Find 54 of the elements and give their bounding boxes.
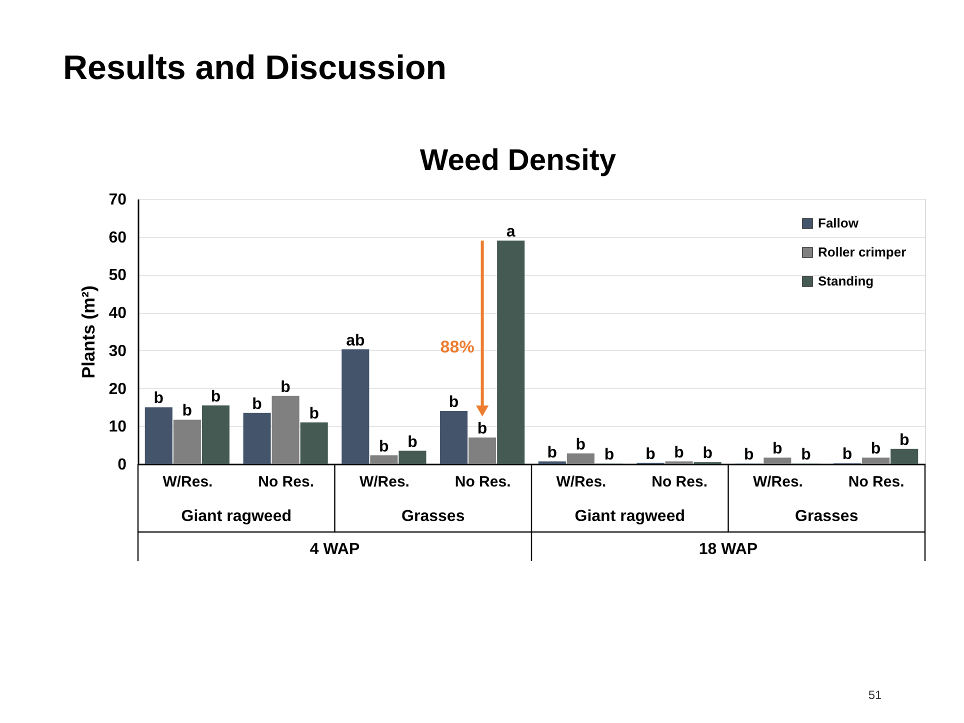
data-label: b [744,446,754,464]
annotation: 88% [440,337,474,356]
data-label: b [210,388,221,406]
text: 51 [868,688,882,702]
y-tick-label: 50 [108,267,127,284]
text: Giant ragweed [181,508,292,525]
x-tick-label: No Res. [258,474,314,490]
data-label: b [772,440,783,458]
data-label: b [801,446,812,464]
x-tick-label: No Res. [848,474,904,490]
x-tick-label: No Res. [652,474,708,490]
y-tick-label: 10 [108,418,127,436]
data-label: b [154,390,164,408]
data-label: b [309,405,320,422]
data-label: b [842,446,852,464]
y-tick-label: 0 [118,456,127,474]
text: Grasses [795,508,858,525]
y-tick-label: 60 [108,229,127,246]
data-label: b [674,444,684,462]
data-label: b [408,434,418,451]
chart-subtitle: Weed Density [420,144,616,177]
data-label: b [576,436,586,454]
data-label: b [899,432,910,449]
y-tick-label: 20 [108,380,127,398]
data-label: b [870,440,881,458]
data-label: a [506,224,516,241]
legend-label: Standing [818,274,874,288]
data-label: b [182,402,192,420]
data-label: ab [346,332,365,350]
text: 4 WAP [310,541,360,558]
y-axis-title: Plants (m²) [78,285,99,379]
legend-label: Roller crimper [818,244,906,260]
data-label: b [252,396,262,413]
data-label: b [646,446,656,463]
x-tick-label: W/Res. [752,474,803,490]
legend-label: Fallow [818,216,860,230]
x-tick-label: W/Res. [162,474,213,490]
y-tick-label: 30 [108,342,127,360]
y-tick-label: 70 [108,192,127,208]
data-label: b [448,394,459,411]
y-tick-label: 40 [108,305,127,322]
data-label: b [604,446,614,464]
data-label: b [547,444,558,462]
text: 18 WAP [698,541,758,558]
x-tick-label: No Res. [454,474,511,490]
data-label: b [379,438,390,456]
data-label: b [702,445,713,462]
chart-title: Results and Discussion [63,49,447,87]
text: Grasses [402,508,465,525]
data-label: b [280,378,291,396]
data-label: b [477,420,488,438]
x-tick-label: W/Res. [359,474,410,490]
text: Giant ragweed [574,508,685,525]
x-tick-label: W/Res. [556,474,606,490]
